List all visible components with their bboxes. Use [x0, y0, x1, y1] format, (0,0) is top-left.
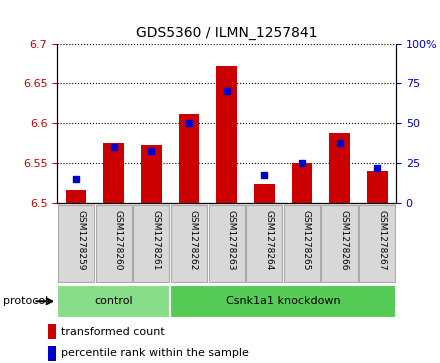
Title: GDS5360 / ILMN_1257841: GDS5360 / ILMN_1257841: [136, 26, 317, 40]
FancyBboxPatch shape: [284, 205, 320, 282]
FancyBboxPatch shape: [246, 205, 282, 282]
Text: GSM1278262: GSM1278262: [189, 210, 198, 270]
FancyBboxPatch shape: [58, 205, 94, 282]
Text: GSM1278267: GSM1278267: [377, 210, 386, 270]
Bar: [103, 143, 124, 203]
Text: GSM1278264: GSM1278264: [264, 210, 273, 270]
Text: protocol: protocol: [3, 296, 48, 306]
FancyBboxPatch shape: [209, 205, 245, 282]
Bar: [179, 114, 199, 203]
Text: percentile rank within the sample: percentile rank within the sample: [61, 348, 249, 358]
FancyBboxPatch shape: [170, 285, 396, 318]
Bar: [367, 171, 388, 203]
FancyBboxPatch shape: [133, 205, 169, 282]
FancyBboxPatch shape: [359, 205, 395, 282]
Text: control: control: [94, 296, 133, 306]
Text: GSM1278260: GSM1278260: [114, 210, 123, 270]
FancyBboxPatch shape: [57, 285, 170, 318]
Bar: [48, 346, 56, 361]
Bar: [216, 66, 237, 203]
Bar: [292, 163, 312, 203]
Text: transformed count: transformed count: [61, 327, 165, 337]
Text: Csnk1a1 knockdown: Csnk1a1 knockdown: [226, 296, 341, 306]
FancyBboxPatch shape: [322, 205, 358, 282]
Text: GSM1278263: GSM1278263: [227, 210, 235, 270]
FancyBboxPatch shape: [95, 205, 132, 282]
Bar: [329, 133, 350, 203]
Bar: [254, 184, 275, 203]
Text: GSM1278259: GSM1278259: [76, 210, 85, 270]
Bar: [48, 324, 56, 339]
Text: GSM1278261: GSM1278261: [151, 210, 160, 270]
Text: GSM1278265: GSM1278265: [302, 210, 311, 270]
Bar: [66, 190, 86, 203]
Text: GSM1278266: GSM1278266: [340, 210, 348, 270]
FancyBboxPatch shape: [171, 205, 207, 282]
Bar: [141, 145, 161, 203]
